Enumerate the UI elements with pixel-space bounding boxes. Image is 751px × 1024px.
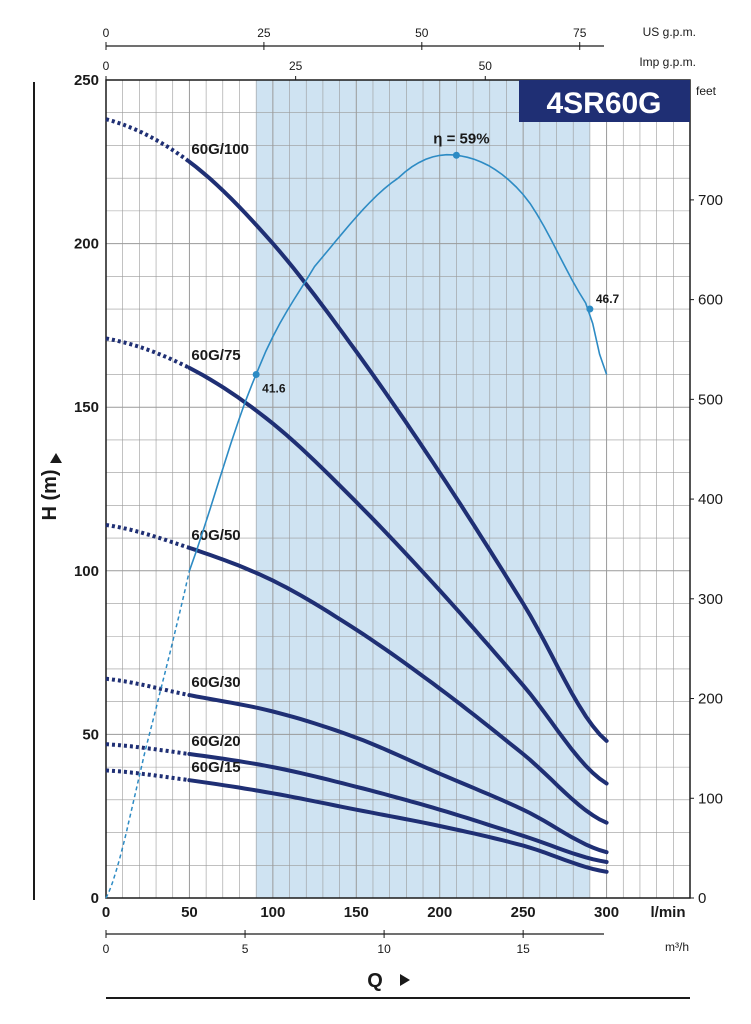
y-axis-ticks: 0 50 100 150 200 250 <box>74 72 99 907</box>
chart-title: 4SR60G <box>546 87 661 120</box>
feet-tick-label: 500 <box>698 391 723 408</box>
feet-tick-label: 200 <box>698 691 723 708</box>
imp-gpm-unit-label: Imp g.p.m. <box>639 55 696 69</box>
m3h-unit-label: m³/h <box>665 940 689 954</box>
x-tick-label: 100 <box>260 904 285 921</box>
m3h-tick-label: 5 <box>242 942 249 956</box>
head-curve-dashed <box>105 768 190 783</box>
efficiency-point-label: 46.7 <box>596 292 620 306</box>
x-unit-label: l/min <box>650 904 685 921</box>
m3h-tick-label: 0 <box>103 942 110 956</box>
us-gpm-tick-label: 0 <box>103 26 110 40</box>
efficiency-point <box>586 305 594 313</box>
head-curve <box>187 159 609 743</box>
m3h-tick-label: 10 <box>377 942 391 956</box>
head-curve-dashed <box>105 523 191 550</box>
us-gpm-tick-label: 50 <box>415 26 429 40</box>
feet-unit-label: feet <box>696 84 717 98</box>
x-tick-label: 250 <box>511 904 536 921</box>
y-tick-label: 0 <box>91 890 99 907</box>
head-curve-dashed <box>105 117 191 164</box>
efficiency-curve-dashed <box>105 570 191 899</box>
head-curve-dashed <box>105 676 190 698</box>
feet-tick-label: 600 <box>698 292 723 309</box>
x-tick-label: 200 <box>427 904 452 921</box>
feet-tick-label: 300 <box>698 591 723 608</box>
efficiency-curve-line <box>188 153 608 572</box>
us-gpm-unit-label: US g.p.m. <box>643 25 696 39</box>
head-curve <box>187 693 609 855</box>
efficiency-curve: 41.6 46.7 η = 59% <box>105 130 620 899</box>
y-tick-label: 200 <box>74 236 99 253</box>
y-axis-title-text: H (m) <box>39 469 61 520</box>
head-curve <box>187 545 609 825</box>
y-tick-label: 50 <box>82 726 99 743</box>
head-curve <box>187 778 609 874</box>
feet-ticks: 0 100 200 300 400 500 600 700 <box>690 192 723 907</box>
imp-gpm-tick-label: 0 <box>103 59 110 73</box>
y-axis-arrow-icon <box>50 453 62 463</box>
curve-label: 60G/100 <box>191 141 249 158</box>
feet-tick-label: 400 <box>698 491 723 508</box>
x-tick-label: 300 <box>594 904 619 921</box>
head-curve <box>187 365 609 786</box>
feet-tick-label: 0 <box>698 890 706 907</box>
curve-label: 60G/20 <box>191 733 240 750</box>
x-tick-label: 50 <box>181 904 198 921</box>
x-axis-title: Q <box>367 970 383 992</box>
imp-gpm-tick-label: 50 <box>479 59 493 73</box>
imp-gpm-ticks: 0 25 50 <box>103 59 493 80</box>
x-axis-ticks: 0 50 100 150 200 250 300 <box>102 904 619 921</box>
head-curve <box>187 752 609 864</box>
x-tick-label: 0 <box>102 904 110 921</box>
imp-gpm-tick-label: 25 <box>289 59 303 73</box>
curve-label: 60G/75 <box>191 347 240 364</box>
efficiency-point-label: 41.6 <box>262 381 286 395</box>
y-tick-label: 150 <box>74 399 99 416</box>
head-curve-dashed <box>105 336 191 370</box>
us-gpm-tick-label: 25 <box>257 26 271 40</box>
x-axis-arrow-icon <box>400 974 410 986</box>
m3h-tick-label: 15 <box>516 942 530 956</box>
efficiency-peak-label: η = 59% <box>433 130 489 147</box>
y-tick-label: 100 <box>74 563 99 580</box>
feet-tick-label: 100 <box>698 790 723 807</box>
curve-label: 60G/15 <box>191 759 240 776</box>
head-curve-dashed <box>105 742 190 756</box>
us-gpm-ticks: 0 25 50 75 <box>103 26 587 50</box>
plot-frame <box>105 79 691 899</box>
efficiency-point <box>252 370 260 378</box>
m3h-ticks: 0 5 10 15 <box>103 930 530 956</box>
y-axis-title: H (m) <box>39 469 61 520</box>
y-tick-label: 250 <box>74 72 99 89</box>
us-gpm-tick-label: 75 <box>573 26 587 40</box>
title-box <box>519 80 690 122</box>
x-tick-label: 150 <box>344 904 369 921</box>
curve-label: 60G/30 <box>191 674 240 691</box>
efficiency-point <box>452 151 460 159</box>
feet-tick-label: 700 <box>698 192 723 209</box>
